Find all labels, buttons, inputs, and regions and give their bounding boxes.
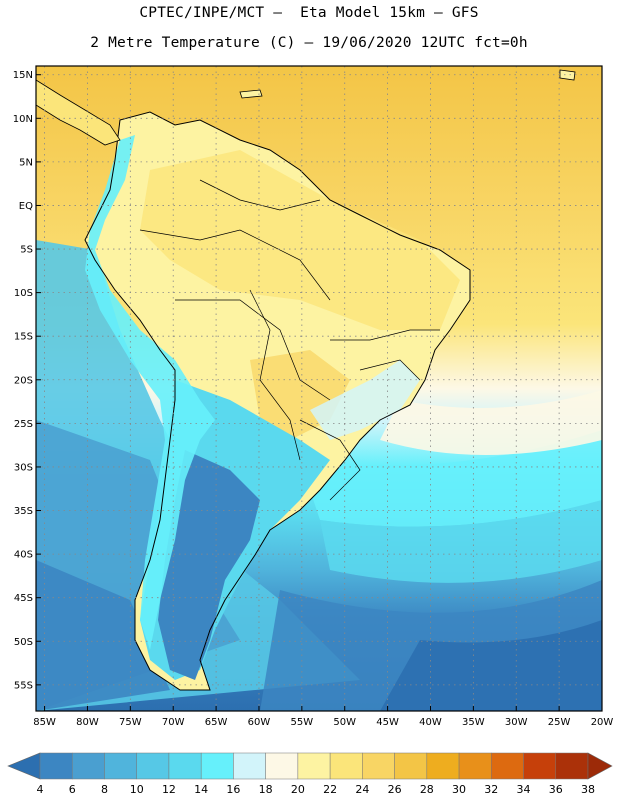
colorbar-swatch [200,752,234,780]
colorbar-max-arrow [587,752,613,780]
colorbar-swatch [168,752,202,780]
colorbar-swatch [491,752,524,780]
colorbar-min-arrow [7,752,41,780]
latitude-label: 50S [14,637,33,648]
map-frame [35,65,603,712]
colorbar-label: 16 [226,783,240,796]
latitude-label: 15S [14,332,33,343]
atlantic-coldest-region [380,620,602,711]
map-title-line-1: CPTEC/INPE/MCT – Eta Model 15km – GFS [139,5,479,21]
longitude-label: 30W [505,717,528,728]
southern-brazil-region [310,360,420,440]
colorbar-swatch [297,752,331,780]
latitude-label: 10S [14,288,33,299]
colorbar-swatch [233,752,266,780]
colorbar-swatch [136,752,170,780]
colorbar-label: 8 [101,783,108,796]
atlantic-band-14 [320,500,602,583]
colorbar-swatch [458,752,492,780]
longitude-label: 55W [291,717,314,728]
colorbar-label: 38 [581,783,595,796]
colorbar-label: 18 [259,783,273,796]
latitude-label: 15N [13,70,33,81]
colorbar-swatch [265,752,299,780]
colorbar-swatch [39,752,73,780]
colorbar-swatch [555,752,589,780]
longitude-label: 40W [419,717,442,728]
colorbar-swatch [71,752,105,780]
latitude-label: 25S [14,419,33,430]
longitude-label: 70W [162,717,185,728]
colorbar-label: 34 [517,783,531,796]
patagonia-cold-region [158,450,260,680]
amazon-warm-region [140,150,460,330]
colorbar-label: 22 [323,783,337,796]
colorbar-label: 4 [37,783,44,796]
latitude-label: 5S [20,245,33,256]
colorbar-label: 30 [452,783,466,796]
colorbar-label: 32 [484,783,498,796]
central-america-land [36,79,121,146]
latitude-label: 45S [14,593,33,604]
latitude-label: 10N [13,114,33,125]
colorbar-label: 36 [549,783,563,796]
coastline-outline [84,111,471,691]
atlantic-band-20 [380,390,602,455]
latitude-label: 55S [14,680,33,691]
longitude-axis: 85W 80W 75W 70W 65W 60W 55W 50W 45W 40W 35W 30W 25W 2… [33,706,613,728]
longitude-label: 45W [376,717,399,728]
latitude-axis: 15N 10N 5N EQ 5S 10S 15S 20S 25S 30S 35S 40S 45S 50S 5… [13,70,41,691]
colorbar-swatch [523,752,557,780]
caribbean-islands [239,69,576,99]
colorbar-swatch [329,752,363,780]
colorbar-label: 12 [162,783,176,796]
colorbar-label: 14 [194,783,208,796]
andes-cold-ridge [85,135,215,650]
colorbar-label: 10 [130,783,144,796]
longitude-label: 25W [548,717,571,728]
colorbar-label: 28 [420,783,434,796]
colorbar-label: 20 [291,783,305,796]
longitude-label: 75W [119,717,142,728]
colorbar-label: 24 [355,783,369,796]
latitude-label: 40S [14,550,33,561]
colorbar-label: 26 [388,783,402,796]
longitude-label: 60W [248,717,271,728]
latitude-label: 30S [14,462,33,473]
longitude-label: 85W [33,717,56,728]
graticule [36,66,603,711]
colorbar-swatch [426,752,460,780]
latitude-label: EQ [19,201,33,212]
longitude-label: 20W [591,717,614,728]
longitude-label: 35W [462,717,485,728]
map-title-line-2: 2 Metre Temperature (C) – 19/06/2020 12U… [90,35,528,51]
country-borders [139,179,440,501]
latitude-label: 35S [14,506,33,517]
colorbar-swatch [362,752,395,780]
longitude-label: 65W [205,717,228,728]
colorbar: 4 6 8 10 12 14 16 18 20 22 24 26 28 30 32 34 36 38 [7,752,613,796]
latitude-label: 5N [19,157,33,168]
atlantic-band-16 [300,430,602,527]
colorbar-swatch [394,752,428,780]
latitude-label: 20S [14,375,33,386]
longitude-label: 50W [333,717,356,728]
colorbar-label: 6 [69,783,76,796]
colorbar-swatch [104,752,137,780]
longitude-label: 80W [76,717,99,728]
field-layer [36,66,602,711]
